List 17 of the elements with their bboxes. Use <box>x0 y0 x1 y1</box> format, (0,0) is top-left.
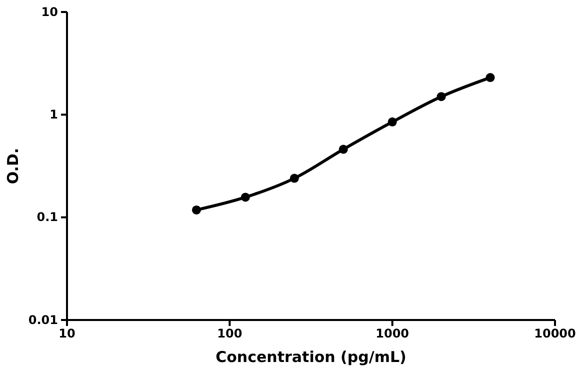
point <box>240 192 250 202</box>
y-axis-title: O.D. <box>4 148 22 184</box>
point <box>290 174 299 183</box>
point <box>436 92 446 102</box>
y-tick-label: 1 <box>50 108 58 122</box>
x-tick-label: 100 <box>217 326 242 341</box>
x-tick-label: 10 <box>58 326 76 341</box>
x-tick-label: 1000 <box>376 326 410 341</box>
x-tick-label: 10000 <box>534 326 576 341</box>
point <box>486 73 495 82</box>
point <box>388 117 397 126</box>
y-tick-label: 0.1 <box>36 210 58 224</box>
x-axis-title: Concentration (pg/mL) <box>216 348 406 366</box>
point <box>338 144 348 154</box>
y-tick-label: 0.01 <box>28 312 58 327</box>
point <box>192 205 201 214</box>
y-tick-label: 10 <box>41 4 58 19</box>
